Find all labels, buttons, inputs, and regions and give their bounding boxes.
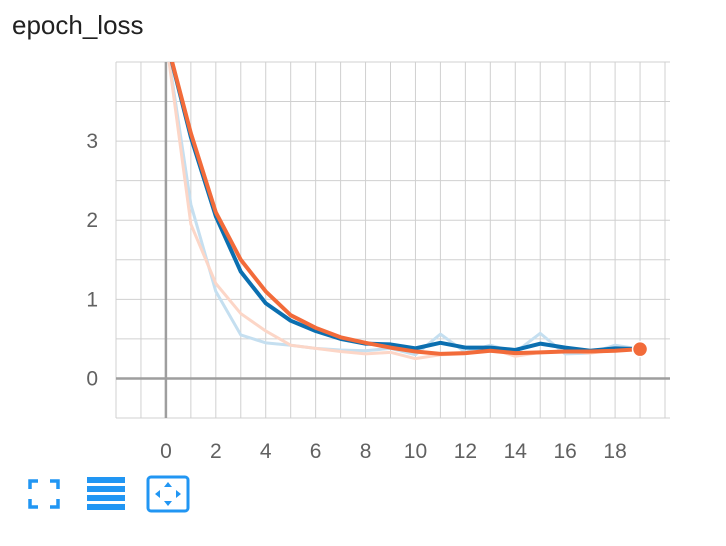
x-tick-label: 2	[210, 440, 222, 463]
fit-domain-icon	[146, 475, 190, 513]
axis-layer	[116, 62, 670, 418]
y-tick-label: 1	[86, 288, 98, 311]
x-tick-label: 10	[404, 440, 427, 463]
x-tick-label: 4	[260, 440, 272, 463]
series-line-1	[169, 62, 641, 353]
series-line-2	[170, 62, 641, 356]
x-tick-label: 12	[454, 440, 477, 463]
toggle-data-list-button[interactable]	[84, 474, 128, 514]
fullscreen-icon	[28, 479, 60, 509]
toggle-data-list-icon	[87, 477, 125, 510]
y-tick-label: 0	[86, 367, 98, 390]
x-tick-label: 0	[160, 440, 172, 463]
series-end-marker[interactable]	[631, 340, 649, 358]
chart-title: epoch_loss	[12, 10, 144, 40]
x-tick-label: 18	[603, 440, 626, 463]
series-raw-line-2	[167, 62, 641, 361]
fit-domain-button[interactable]	[146, 474, 190, 514]
x-tick-label: 8	[360, 440, 372, 463]
x-tick-label: 14	[504, 440, 528, 463]
y-tick-label: 3	[86, 130, 98, 153]
fullscreen-button[interactable]	[22, 474, 66, 514]
chart-toolbar	[22, 474, 208, 514]
grid-layer	[115, 61, 670, 419]
x-tick-label: 6	[310, 440, 322, 463]
x-tick-label: 16	[554, 440, 577, 463]
series-layer	[167, 62, 649, 361]
y-tick-label: 2	[86, 209, 98, 232]
